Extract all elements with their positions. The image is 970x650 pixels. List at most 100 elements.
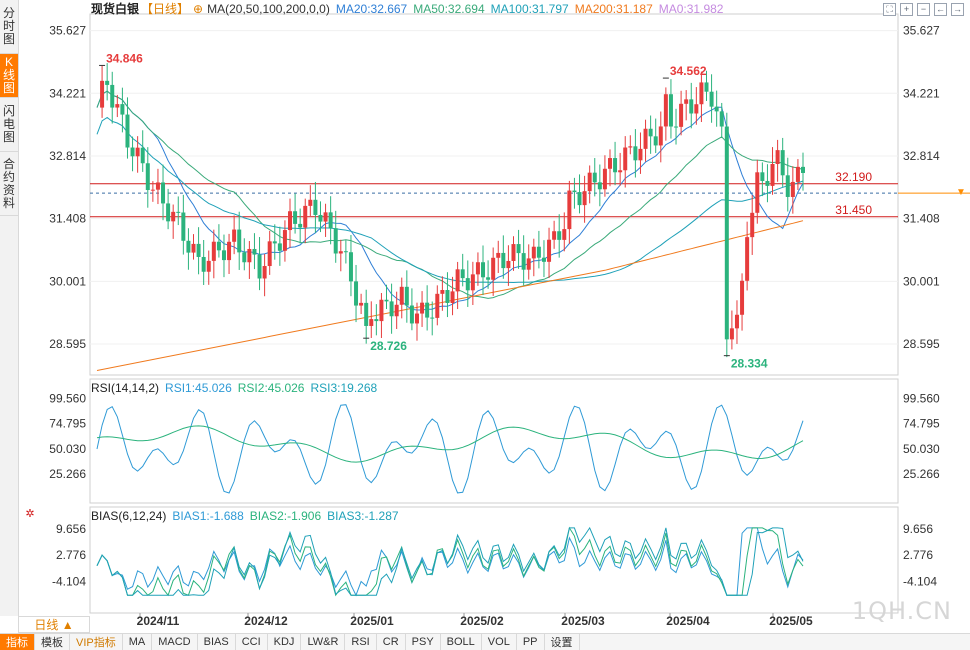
indicator-tab-指标[interactable]: 指标 [0, 634, 35, 650]
candle-body [425, 302, 430, 318]
zoom-in-icon[interactable]: + [900, 3, 913, 16]
candle-body [115, 104, 120, 108]
candle-body [684, 99, 689, 104]
candle-body [709, 91, 714, 107]
indicator-tab-cr[interactable]: CR [377, 634, 406, 650]
chart-canvas[interactable]: 35.627 35.627 34.221 34.221 32.814 32.814 31.4… [0, 0, 970, 633]
period-selector[interactable]: 日线 ▲ [18, 616, 90, 633]
x-tick: 2025/02 [460, 614, 504, 628]
extreme-label: 34.846 [106, 51, 143, 65]
candle-body [491, 257, 496, 280]
bias-gear-icon: ✲ [25, 508, 34, 520]
candle-body [785, 175, 790, 197]
indicator-tab-pp[interactable]: PP [517, 634, 545, 650]
indicator-tab-cci[interactable]: CCI [236, 634, 268, 650]
indicator-tab-macd[interactable]: MACD [152, 634, 198, 650]
candle-body [399, 286, 404, 305]
candle-body [379, 299, 384, 322]
candle-body [359, 302, 364, 306]
candle-body [526, 258, 531, 270]
candle-body [333, 228, 338, 254]
candle-body [582, 191, 587, 206]
candle-body [242, 252, 247, 263]
rsi1-line [96, 425, 804, 463]
zoom-out-icon[interactable]: − [917, 3, 930, 16]
candle-body [506, 260, 511, 269]
indicator-tab-vip指标[interactable]: VIP指标 [70, 634, 123, 650]
indicator-tab-vol[interactable]: VOL [482, 634, 517, 650]
indicator-tab-模板[interactable]: 模板 [35, 634, 70, 650]
indicator-tab-boll[interactable]: BOLL [441, 634, 482, 650]
candle-body [628, 146, 633, 148]
candle-body [252, 248, 257, 255]
candle-body [267, 241, 272, 267]
indicator-tab-ma[interactable]: MA [123, 634, 153, 650]
main-panel-frame [89, 13, 899, 376]
candle-body [760, 172, 765, 181]
fullscreen-icon[interactable]: ⛶ [883, 3, 896, 16]
forward-icon[interactable]: → [951, 3, 964, 16]
candle-body [674, 126, 679, 128]
candle-body [206, 260, 211, 272]
x-tick: 2024/11 [137, 614, 180, 628]
ma50-line [96, 90, 804, 299]
indicator-tab-设置[interactable]: 设置 [545, 634, 580, 650]
candle-body [323, 212, 328, 222]
candle-body [130, 147, 135, 157]
candle-body [801, 166, 805, 173]
candle-body [516, 244, 521, 254]
candle-body [663, 94, 668, 127]
candle-body [435, 293, 440, 318]
candle-body [328, 212, 333, 229]
rsi-y-tick: 25.266 [49, 467, 86, 481]
indicator-tab-rsi[interactable]: RSI [345, 634, 377, 650]
indicator-tab-psy[interactable]: PSY [406, 634, 441, 650]
extreme-label: 28.726 [370, 339, 407, 353]
y-tick-left: 28.595 [49, 337, 86, 351]
candle-body [150, 189, 155, 191]
rsi-y-tick-right: 50.030 [903, 442, 940, 456]
candle-body [394, 304, 399, 317]
back-icon[interactable]: ← [934, 3, 947, 16]
candle-body [694, 104, 699, 114]
ma-legend-value: MA20:32.667 [336, 2, 408, 16]
candle-body [770, 164, 775, 186]
candle-body [247, 248, 252, 263]
settings-icon: ⊕ [193, 2, 203, 16]
candle-body [496, 252, 501, 258]
indicator-tab-bias[interactable]: BIAS [198, 634, 236, 650]
rsi_header-value: RSI2:45.026 [238, 381, 305, 395]
rsi-y-tick: 50.030 [49, 442, 86, 456]
ma-legend-value: MA50:32.694 [413, 2, 485, 16]
candle-body [638, 148, 643, 161]
candle-body [653, 136, 658, 146]
candle-body [155, 182, 160, 190]
candle-body [196, 243, 201, 257]
candle-body [445, 290, 450, 303]
left-tab-3[interactable]: 合约资料 [0, 152, 18, 216]
y-tick-right: 31.408 [903, 212, 940, 226]
candle-body [191, 243, 196, 253]
ma200-line [96, 220, 804, 371]
moving-averages [96, 90, 804, 371]
ma20-line [96, 90, 804, 311]
y-tick-left: 30.001 [49, 274, 86, 288]
candle-body [633, 146, 638, 161]
ma-legend-value: MA200:31.187 [575, 2, 653, 16]
bias-y-tick: 2.776 [56, 548, 86, 562]
candle-body [298, 223, 303, 228]
indicator-tab-lw&r[interactable]: LW&R [301, 634, 346, 650]
left-tab-0[interactable]: 分时图 [0, 0, 18, 54]
candle-body [201, 256, 206, 272]
left-tab-2[interactable]: 闪电图 [0, 98, 18, 152]
x-tick: 2025/03 [561, 614, 605, 628]
candle-body [110, 84, 115, 108]
horizontal-lines [90, 183, 970, 218]
candle-body [465, 278, 470, 291]
indicator-tab-kdj[interactable]: KDJ [268, 634, 302, 650]
ma-legend-value: MA100:31.797 [491, 2, 569, 16]
period-label: 【日线】 [141, 2, 189, 16]
candle-body [100, 80, 105, 108]
rsi_header-value: RSI1:45.026 [165, 381, 232, 395]
